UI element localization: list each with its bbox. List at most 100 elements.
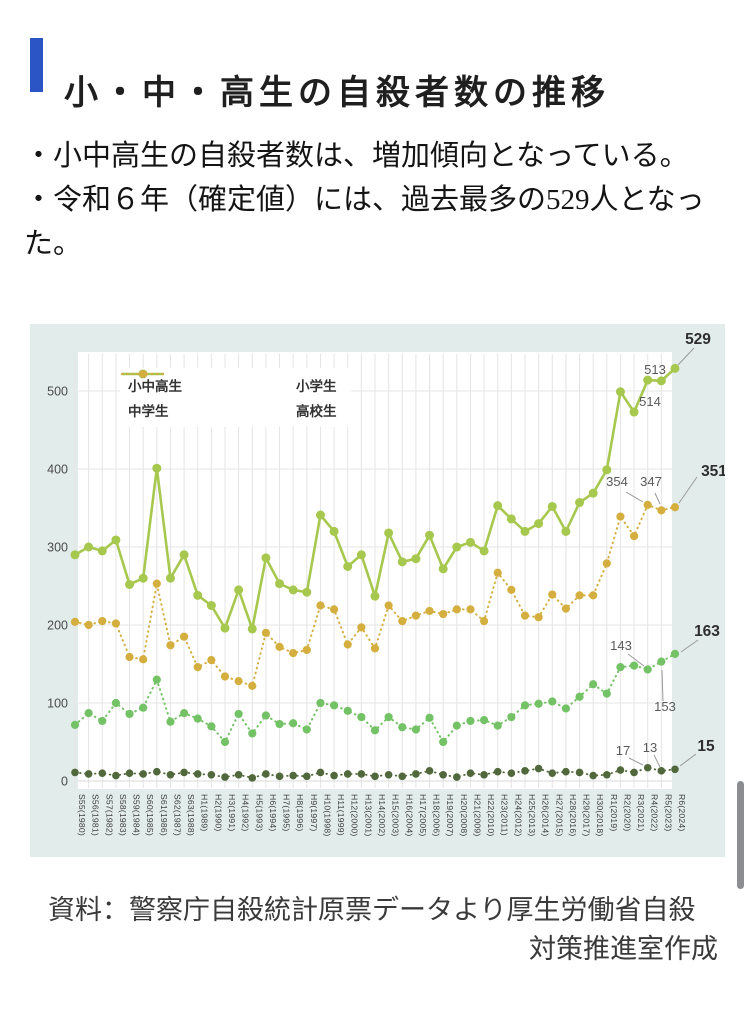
x-axis-labels: S55(1980) S56(1981) S57(1982) S58(1983) S59(…: [77, 794, 687, 836]
legend-item-high-school: 高校生: [121, 370, 337, 420]
data-point-total: [247, 624, 257, 634]
trend-chart: 0 100 200 300 400 500 S55(1980) S56(1981) S57(19…: [47, 331, 725, 836]
data-point-junior_high: [248, 729, 257, 738]
annotation-value-label: 351: [701, 463, 725, 480]
data-point-total: [479, 546, 489, 556]
x-tick-label: H12(2000): [350, 794, 360, 836]
data-point-total: [343, 562, 353, 571]
data-point-high_school: [425, 606, 434, 616]
x-tick-label: R5(2023): [663, 794, 673, 831]
data-point-high_school: [125, 652, 134, 662]
data-point-junior_high: [179, 709, 189, 718]
data-point-high_school: [289, 648, 298, 658]
data-point-junior_high: [575, 692, 584, 701]
data-point-elementary: [112, 771, 120, 780]
x-tick-label: H26(2014): [541, 794, 551, 836]
data-point-total: [206, 601, 216, 610]
data-point-elementary: [125, 769, 134, 777]
series-total: [70, 363, 680, 634]
data-point-total: [534, 519, 544, 529]
data-point-high_school: [479, 617, 489, 626]
vertical-scrollbar-thumb[interactable]: [737, 781, 744, 889]
x-tick-label: H19(2007): [445, 794, 455, 836]
data-point-elementary: [616, 766, 625, 774]
data-point-junior_high: [316, 698, 325, 708]
data-point-total: [179, 550, 189, 560]
data-point-junior_high: [520, 701, 530, 710]
x-tick-label: H20(2008): [459, 794, 469, 836]
annotation-value-label: 513: [644, 362, 666, 377]
data-point-junior_high: [534, 699, 543, 708]
data-point-high_school: [452, 605, 461, 614]
summary-text: ・小中高生の自殺者数は、増加傾向となっている。 ・令和６年（確定値）には、過去最…: [24, 134, 734, 266]
legend-label-elementary: 小学生: [296, 379, 337, 394]
x-tick-label: R4(2022): [650, 794, 660, 831]
annotation-leader-line: [627, 653, 645, 667]
annotation-value-label: 13: [643, 740, 657, 755]
data-point-total: [520, 526, 530, 536]
data-point-elementary: [316, 768, 325, 777]
data-point-elementary: [480, 770, 488, 779]
data-point-total: [261, 553, 271, 563]
annotation-leader-line: [654, 492, 661, 505]
y-tick-label: 400: [47, 463, 68, 477]
data-point-high_school: [220, 672, 230, 681]
data-point-high_school: [343, 640, 352, 649]
annotation-value-label: 163: [694, 623, 720, 640]
annotation-leader-line: [677, 347, 695, 366]
data-point-junior_high: [452, 721, 461, 730]
x-tick-label: S62(1987): [172, 794, 182, 836]
data-point-junior_high: [152, 675, 161, 684]
data-point-junior_high: [479, 716, 489, 725]
annotations: 514 513 529 354 347 351 143 153 163 17 13 15: [606, 331, 725, 768]
x-tick-label: H14(2002): [377, 794, 387, 836]
x-tick-label: H13(2001): [363, 794, 373, 836]
data-point-high_school: [575, 591, 584, 600]
data-point-elementary: [234, 770, 243, 779]
legend-label-total: 小中高生: [128, 379, 182, 394]
data-point-high_school: [670, 503, 680, 512]
data-point-junior_high: [398, 723, 407, 732]
data-point-total: [575, 498, 585, 508]
series-junior_high: [70, 649, 680, 747]
data-point-junior_high: [111, 698, 121, 708]
data-point-total: [288, 585, 298, 595]
data-point-junior_high: [507, 712, 516, 722]
data-point-total: [356, 550, 366, 560]
legend-label-junior-high: 中学生: [128, 404, 169, 419]
annotation-value-label: 153: [654, 699, 676, 714]
data-point-high_school: [384, 601, 393, 610]
x-tick-label: H6(1994): [268, 794, 278, 831]
data-point-total: [547, 501, 557, 511]
data-point-junior_high: [193, 714, 202, 723]
data-point-elementary: [493, 767, 502, 776]
data-point-elementary: [207, 770, 216, 779]
data-point-junior_high: [643, 665, 652, 674]
data-point-elementary: [153, 767, 161, 776]
data-point-elementary: [343, 770, 352, 778]
data-point-high_school: [166, 641, 175, 650]
data-point-high_school: [316, 601, 325, 610]
data-point-junior_high: [98, 716, 107, 726]
data-point-high_school: [357, 623, 366, 632]
data-point-junior_high: [343, 706, 352, 715]
data-point-total: [152, 463, 162, 473]
title-accent-bar: [30, 38, 43, 92]
data-point-elementary: [371, 772, 379, 781]
data-point-total: [138, 573, 148, 583]
data-point-total: [97, 546, 107, 556]
data-point-elementary: [398, 772, 407, 781]
data-point-junior_high: [629, 661, 639, 670]
data-point-total: [561, 526, 571, 536]
data-point-junior_high: [261, 711, 271, 720]
data-point-total: [411, 554, 421, 564]
data-point-high_school: [179, 632, 189, 641]
data-point-elementary: [289, 771, 297, 780]
data-point-junior_high: [84, 709, 93, 718]
data-point-elementary: [466, 769, 475, 777]
data-point-elementary: [193, 770, 202, 778]
data-point-elementary: [671, 765, 679, 774]
x-tick-label: H10(1998): [322, 794, 332, 836]
data-point-total: [329, 526, 339, 536]
data-point-elementary: [657, 767, 666, 775]
